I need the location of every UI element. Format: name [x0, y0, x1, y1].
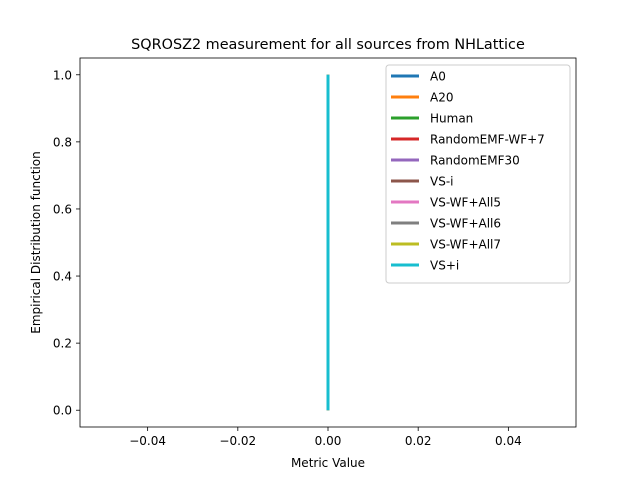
legend: A0 A20 Human RandomEMF-WF+7 RandomEMF30 VS-i V…: [385, 64, 571, 284]
x-tick-label: 0.04: [495, 434, 522, 448]
legend-label: VS-i: [430, 175, 454, 189]
x-tick-label: 0.00: [315, 434, 342, 448]
y-axis-label: Empirical Distribution function: [29, 151, 43, 333]
x-axis: −0.04 −0.02 0.00 0.02 0.04: [129, 427, 522, 448]
legend-label: VS+i: [430, 259, 459, 273]
x-tick-label: −0.04: [129, 434, 166, 448]
y-tick-label: 0.6: [53, 202, 72, 216]
legend-label: RandomEMF30: [430, 154, 520, 168]
x-tick-label: −0.02: [219, 434, 256, 448]
x-tick-label: 0.02: [405, 434, 432, 448]
legend-label: A0: [430, 70, 446, 84]
y-tick-label: 0.0: [53, 404, 72, 418]
legend-label: RandomEMF-WF+7: [430, 133, 545, 147]
legend-label: A20: [430, 91, 453, 105]
x-axis-label: Metric Value: [291, 456, 365, 470]
chart-title: SQROSZ2 measurement for all sources from…: [131, 37, 525, 53]
y-tick-label: 0.2: [53, 337, 72, 351]
legend-label: VS-WF+All6: [430, 217, 501, 231]
y-tick-label: 0.4: [53, 270, 72, 284]
y-tick-label: 0.8: [53, 135, 72, 149]
legend-box: [385, 64, 571, 284]
legend-label: VS-WF+All7: [430, 238, 501, 252]
y-tick-label: 1.0: [53, 68, 72, 82]
legend-label: VS-WF+All5: [430, 196, 501, 210]
y-axis: 0.0 0.2 0.4 0.6 0.8 1.0: [53, 68, 80, 418]
legend-label: Human: [430, 112, 473, 126]
